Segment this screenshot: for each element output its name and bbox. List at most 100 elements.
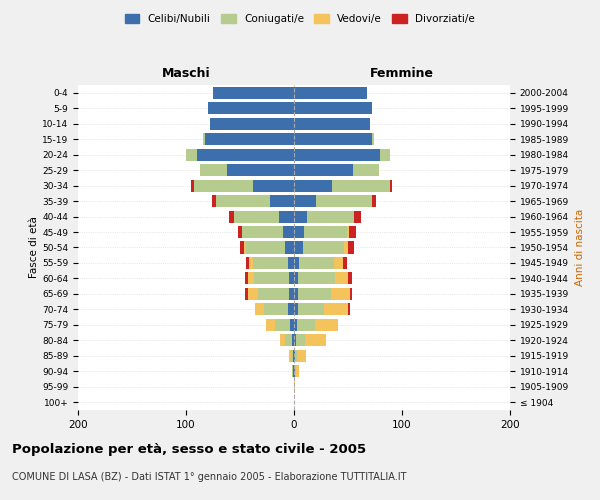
Bar bbox=[298, 288, 331, 300]
Bar bbox=[293, 366, 294, 378]
Y-axis label: Fasce di età: Fasce di età bbox=[29, 216, 39, 278]
Bar bbox=[293, 350, 294, 362]
Bar bbox=[302, 242, 344, 254]
Bar bbox=[287, 257, 294, 269]
Bar bbox=[299, 257, 334, 269]
Bar bbox=[242, 226, 283, 238]
Bar bbox=[245, 288, 248, 300]
Bar bbox=[289, 350, 291, 362]
Bar bbox=[291, 350, 293, 362]
Bar bbox=[294, 148, 380, 160]
Bar bbox=[294, 195, 316, 207]
Y-axis label: Anni di nascita: Anni di nascita bbox=[575, 209, 584, 286]
Bar bbox=[305, 334, 326, 346]
Bar bbox=[279, 210, 294, 222]
Bar bbox=[335, 272, 348, 284]
Bar bbox=[244, 242, 247, 254]
Bar bbox=[294, 118, 370, 130]
Bar bbox=[205, 133, 294, 145]
Legend: Celibi/Nubili, Coniugati/e, Vedovi/e, Divorziati/e: Celibi/Nubili, Coniugati/e, Vedovi/e, Di… bbox=[121, 10, 479, 29]
Bar bbox=[200, 164, 227, 176]
Bar bbox=[264, 304, 287, 316]
Bar bbox=[390, 180, 392, 192]
Bar bbox=[372, 133, 374, 145]
Bar bbox=[194, 180, 253, 192]
Bar bbox=[286, 242, 294, 254]
Bar bbox=[304, 226, 347, 238]
Bar bbox=[316, 195, 372, 207]
Bar bbox=[227, 164, 294, 176]
Bar bbox=[297, 350, 306, 362]
Bar bbox=[296, 366, 299, 378]
Bar bbox=[216, 195, 270, 207]
Bar bbox=[294, 350, 295, 362]
Bar bbox=[294, 242, 302, 254]
Bar bbox=[355, 210, 361, 222]
Bar bbox=[186, 148, 197, 160]
Bar bbox=[294, 180, 332, 192]
Bar bbox=[344, 242, 348, 254]
Bar bbox=[294, 334, 296, 346]
Bar bbox=[280, 334, 286, 346]
Bar bbox=[248, 272, 254, 284]
Bar bbox=[294, 226, 304, 238]
Bar bbox=[298, 304, 324, 316]
Text: Maschi: Maschi bbox=[161, 68, 211, 80]
Bar bbox=[314, 319, 338, 331]
Bar bbox=[290, 319, 294, 331]
Bar bbox=[350, 288, 352, 300]
Bar bbox=[203, 133, 205, 145]
Bar bbox=[248, 257, 253, 269]
Bar bbox=[253, 257, 287, 269]
Bar bbox=[253, 180, 294, 192]
Bar bbox=[289, 272, 294, 284]
Bar bbox=[294, 304, 298, 316]
Bar bbox=[247, 242, 286, 254]
Bar bbox=[292, 334, 294, 346]
Bar bbox=[294, 164, 353, 176]
Bar bbox=[270, 195, 294, 207]
Bar bbox=[294, 366, 295, 378]
Bar bbox=[348, 242, 355, 254]
Bar bbox=[240, 242, 244, 254]
Bar bbox=[212, 195, 216, 207]
Bar bbox=[248, 288, 259, 300]
Text: COMUNE DI LASA (BZ) - Dati ISTAT 1° gennaio 2005 - Elaborazione TUTTITALIA.IT: COMUNE DI LASA (BZ) - Dati ISTAT 1° genn… bbox=[12, 472, 407, 482]
Bar bbox=[229, 210, 233, 222]
Bar bbox=[294, 257, 299, 269]
Bar bbox=[259, 288, 289, 300]
Bar bbox=[287, 304, 294, 316]
Bar bbox=[208, 102, 294, 114]
Bar bbox=[298, 272, 335, 284]
Bar bbox=[294, 272, 298, 284]
Bar bbox=[353, 164, 379, 176]
Bar bbox=[266, 319, 275, 331]
Bar bbox=[294, 102, 372, 114]
Bar bbox=[331, 288, 350, 300]
Bar bbox=[343, 257, 347, 269]
Bar bbox=[348, 272, 352, 284]
Bar bbox=[255, 304, 264, 316]
Bar bbox=[289, 288, 294, 300]
Bar bbox=[297, 319, 314, 331]
Bar bbox=[296, 334, 305, 346]
Bar bbox=[292, 366, 293, 378]
Bar bbox=[294, 86, 367, 99]
Bar bbox=[254, 272, 289, 284]
Bar bbox=[275, 319, 290, 331]
Bar bbox=[307, 210, 355, 222]
Bar bbox=[332, 180, 390, 192]
Bar bbox=[283, 226, 294, 238]
Bar bbox=[238, 226, 242, 238]
Bar bbox=[294, 133, 372, 145]
Bar bbox=[213, 86, 294, 99]
Bar bbox=[295, 366, 296, 378]
Bar bbox=[372, 195, 376, 207]
Bar bbox=[347, 226, 349, 238]
Bar bbox=[233, 210, 279, 222]
Text: Popolazione per età, sesso e stato civile - 2005: Popolazione per età, sesso e stato civil… bbox=[12, 442, 366, 456]
Bar bbox=[286, 334, 292, 346]
Bar bbox=[380, 148, 390, 160]
Bar bbox=[210, 118, 294, 130]
Bar bbox=[294, 210, 307, 222]
